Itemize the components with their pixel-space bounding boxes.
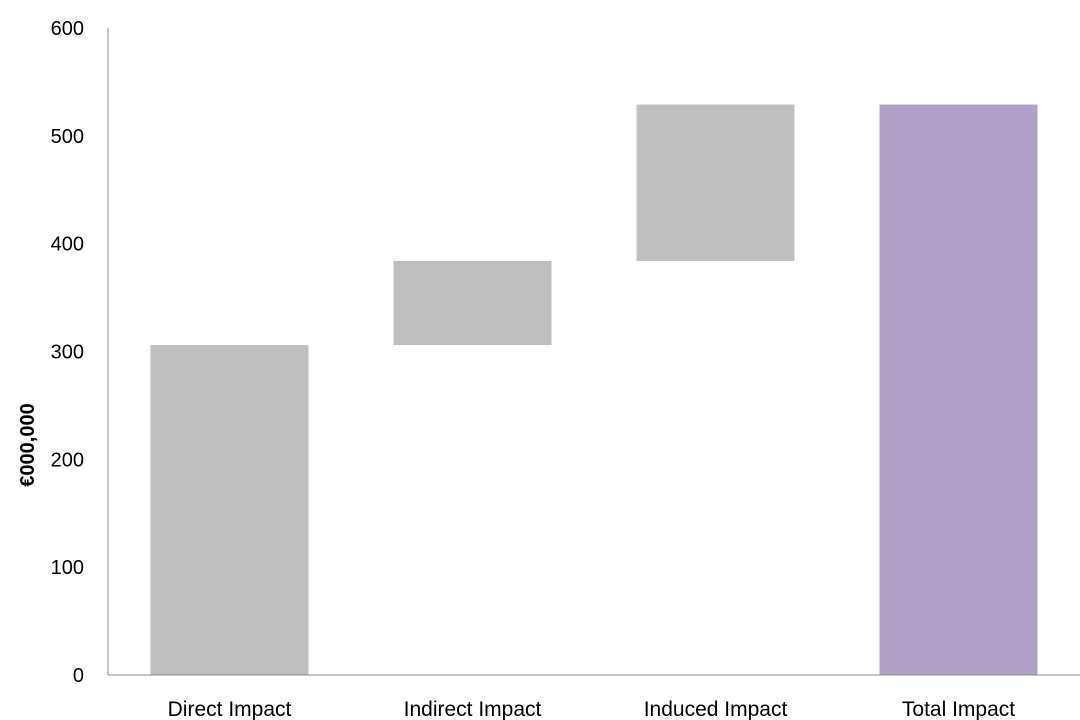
y-tick-label: 200 <box>51 449 84 471</box>
axes-layer <box>107 28 1080 676</box>
x-category-label: Indirect Impact <box>404 698 542 720</box>
bar-induced-impact <box>636 104 795 261</box>
y-tick-labels: 0 100 200 300 400 500 600 <box>51 18 84 687</box>
x-category-labels: Direct Impact Indirect Impact Induced Impa… <box>168 698 1016 720</box>
y-tick-label: 100 <box>51 557 84 579</box>
y-tick-label: 500 <box>51 126 84 148</box>
x-category-label: Direct Impact <box>168 698 292 720</box>
y-tick-label: 600 <box>51 18 84 40</box>
bar-indirect-impact <box>393 260 552 346</box>
x-category-label: Induced Impact <box>644 698 788 720</box>
bar-total-impact <box>879 104 1038 676</box>
y-axis-title: €000,000 <box>17 403 39 486</box>
y-tick-label: 400 <box>51 234 84 256</box>
y-tick-label: 300 <box>51 342 84 364</box>
bars-layer <box>150 104 1038 676</box>
x-category-label: Total Impact <box>902 698 1015 720</box>
bar-direct-impact <box>150 345 309 675</box>
y-tick-label: 0 <box>73 665 84 687</box>
